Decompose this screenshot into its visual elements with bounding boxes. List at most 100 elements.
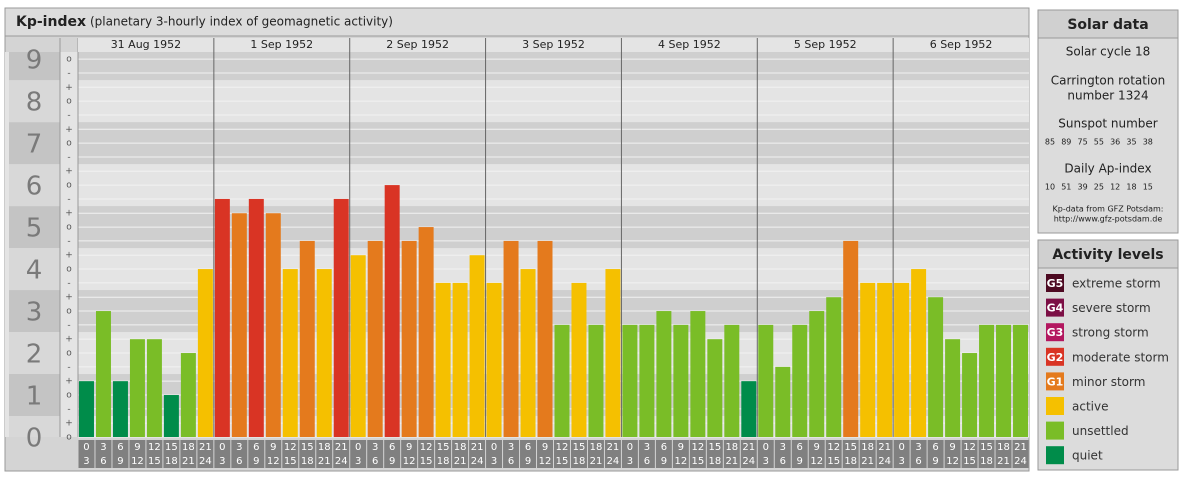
bar	[758, 324, 774, 437]
x-tick-label: 0	[355, 442, 361, 453]
ap-value: 10	[1045, 183, 1055, 192]
minor-tick-label: o	[66, 181, 72, 191]
x-tick-label: 0	[898, 442, 904, 453]
x-tick-label: 6	[236, 456, 242, 467]
bar	[214, 198, 230, 437]
x-tick-label: 3	[644, 442, 650, 453]
sunspot-label: Sunspot number	[1058, 117, 1157, 131]
x-label-box	[231, 440, 248, 468]
x-label-box	[265, 440, 282, 468]
x-tick-label: 6	[915, 456, 921, 467]
sunspot-value: 38	[1143, 138, 1153, 147]
x-label-box	[384, 440, 401, 468]
day-label: 1 Sep 1952	[250, 38, 313, 51]
x-label-box	[316, 440, 333, 468]
x-tick-label: 18	[182, 442, 195, 453]
x-tick-label: 0	[83, 442, 89, 453]
x-tick-label: 12	[810, 456, 823, 467]
minor-tick-label: -	[67, 362, 70, 372]
x-tick-label: 3	[915, 442, 921, 453]
bar	[877, 282, 893, 437]
bar	[911, 269, 927, 437]
bar	[435, 282, 451, 437]
x-label-box	[638, 440, 655, 468]
legend-code: G4	[1047, 302, 1064, 315]
x-tick-label: 18	[437, 456, 450, 467]
x-tick-label: 24	[1014, 456, 1027, 467]
x-label-box	[944, 440, 961, 468]
x-label-box	[927, 440, 944, 468]
x-tick-label: 0	[763, 442, 769, 453]
x-tick-label: 18	[165, 456, 178, 467]
legend-code: G3	[1047, 326, 1064, 339]
bar	[843, 240, 859, 437]
x-label-box	[537, 440, 553, 468]
x-label-box	[723, 440, 740, 468]
x-tick-label: 24	[471, 456, 484, 467]
bar	[588, 324, 604, 437]
bar	[146, 339, 162, 437]
bar	[1013, 324, 1028, 437]
x-label-box	[740, 440, 757, 468]
bar	[809, 311, 825, 437]
bar	[945, 339, 961, 437]
x-tick-label: 18	[454, 442, 467, 453]
x-label-box	[418, 440, 435, 468]
bar	[112, 381, 128, 437]
x-tick-label: 18	[861, 442, 874, 453]
x-tick-label: 12	[674, 456, 687, 467]
y-band	[9, 52, 60, 81]
x-tick-label: 0	[627, 442, 633, 453]
bar	[333, 198, 349, 437]
minor-tick-label: +	[65, 125, 73, 135]
solar-header	[1037, 9, 1179, 39]
x-tick-label: 12	[267, 456, 280, 467]
x-label-box	[842, 440, 859, 468]
x-label-box	[452, 440, 469, 468]
x-label-box	[1012, 440, 1029, 468]
x-tick-label: 24	[742, 456, 755, 467]
x-label-box	[978, 440, 995, 468]
carrington: Carrington rotation	[1051, 74, 1165, 88]
x-tick-label: 12	[963, 442, 976, 453]
minor-tick-label: +	[65, 335, 73, 345]
bar	[180, 353, 196, 437]
bar	[656, 311, 672, 437]
bar	[928, 297, 944, 437]
y-band	[9, 206, 60, 249]
bar	[316, 269, 332, 437]
x-tick-label: 18	[725, 442, 738, 453]
x-tick-label: 15	[573, 442, 586, 453]
x-label-box	[146, 440, 163, 468]
x-tick-label: 6	[372, 456, 378, 467]
minor-tick-label: -	[67, 194, 70, 204]
bar	[486, 282, 502, 437]
bar	[605, 269, 621, 437]
x-label-box	[570, 440, 587, 468]
bar	[962, 353, 978, 437]
ap-value: 25	[1094, 183, 1104, 192]
x-label-box	[808, 440, 825, 468]
date-header	[78, 38, 1029, 52]
y-tick-label: 0	[26, 424, 43, 454]
x-tick-label: 15	[844, 442, 857, 453]
x-tick-label: 12	[556, 442, 569, 453]
minor-tick-label: o	[66, 433, 72, 443]
minor-tick-label: o	[66, 349, 72, 359]
x-label-box	[757, 440, 774, 468]
x-tick-label: 24	[335, 456, 348, 467]
minor-tick-label: o	[66, 97, 72, 107]
x-tick-label: 3	[491, 456, 497, 467]
bar	[418, 227, 434, 437]
legend-header	[1037, 239, 1179, 269]
x-tick-label: 3	[763, 456, 769, 467]
x-tick-label: 6	[508, 456, 514, 467]
x-label-box	[350, 440, 367, 468]
x-tick-label: 15	[284, 456, 297, 467]
y-band	[9, 332, 60, 375]
chart-subtitle: (planetary 3-hourly index of geomagnetic…	[90, 15, 393, 29]
bar	[724, 324, 740, 437]
x-tick-label: 9	[678, 442, 684, 453]
x-tick-label: 6	[780, 456, 786, 467]
x-tick-label: 15	[148, 456, 161, 467]
